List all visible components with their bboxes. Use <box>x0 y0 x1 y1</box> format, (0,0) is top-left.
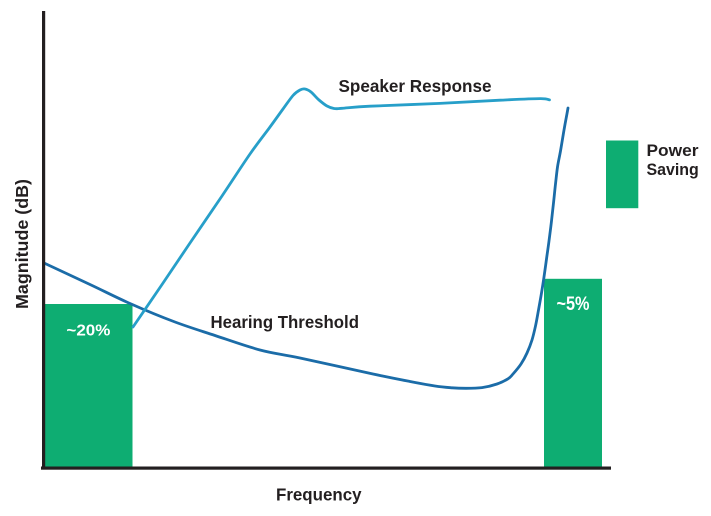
svg-text:~20%: ~20% <box>66 323 110 340</box>
svg-text:Speaker Response: Speaker Response <box>339 76 492 96</box>
svg-text:Frequency: Frequency <box>276 485 362 505</box>
svg-text:Magnitude (dB): Magnitude (dB) <box>12 179 32 309</box>
svg-text:~5%: ~5% <box>557 294 590 315</box>
svg-text:Power: Power <box>647 142 700 160</box>
svg-text:Saving: Saving <box>647 161 699 179</box>
svg-text:Hearing Threshold: Hearing Threshold <box>211 312 360 332</box>
